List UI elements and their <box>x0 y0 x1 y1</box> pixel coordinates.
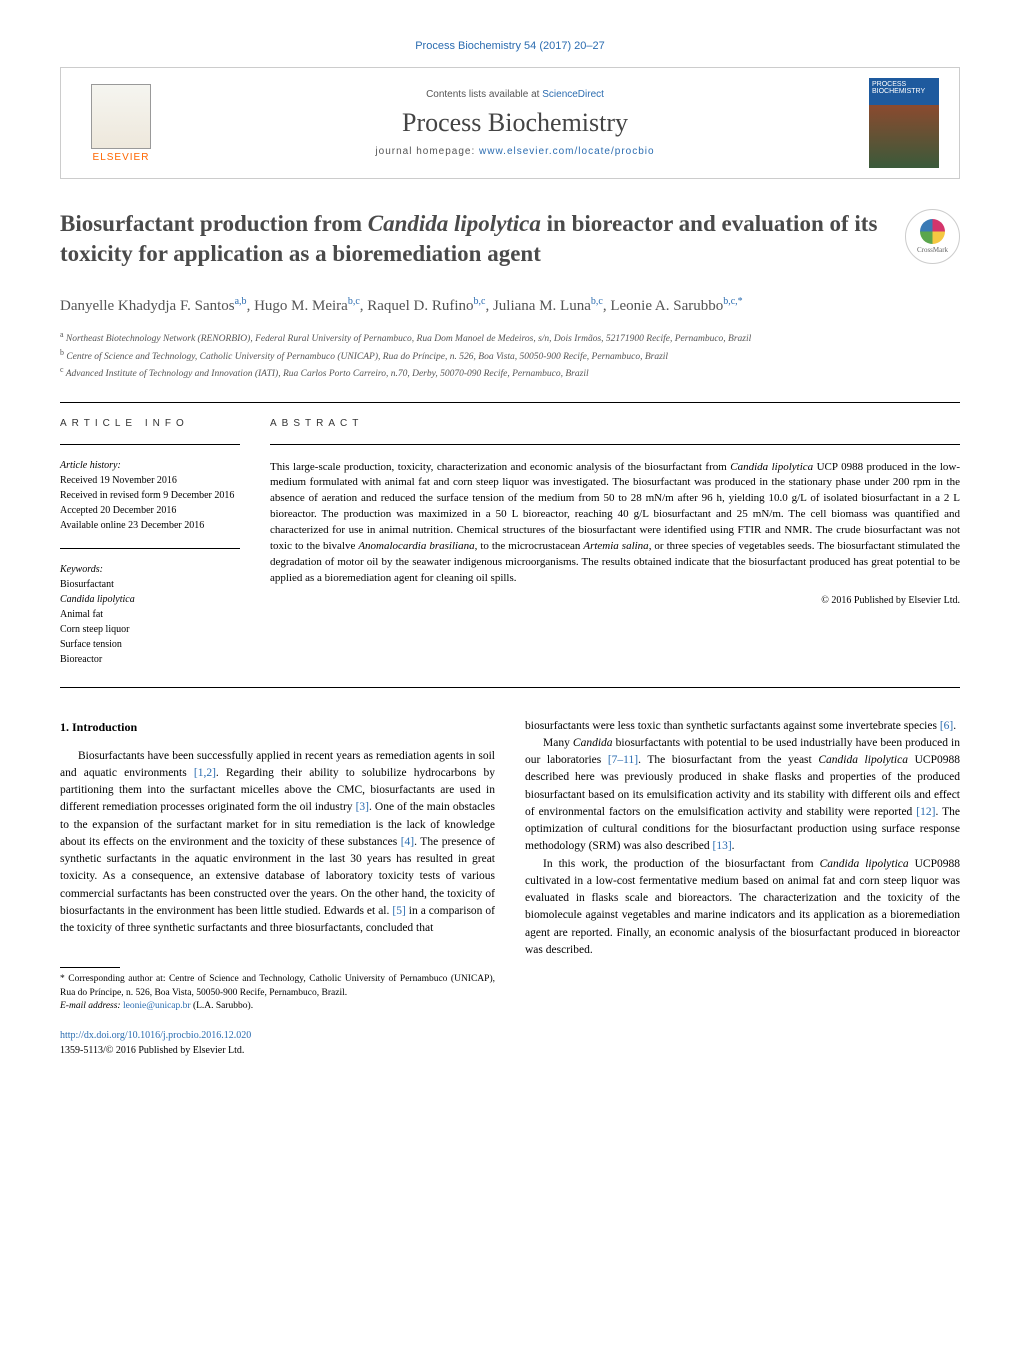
keywords-label: Keywords: <box>60 564 240 575</box>
author-4: , Juliana M. Luna <box>485 298 590 314</box>
affiliation-a: Northeast Biotechnology Network (RENORBI… <box>66 334 751 344</box>
ref-link-1-2[interactable]: [1,2] <box>194 767 216 779</box>
col2-p2: Many Candida biosurfactants with potenti… <box>525 735 960 856</box>
history-accepted: Accepted 20 December 2016 <box>60 503 240 518</box>
ref-link-3[interactable]: [3] <box>356 801 369 813</box>
contents-text: Contents lists available at <box>426 89 542 100</box>
column-1: 1. Introduction Biosurfactants have been… <box>60 718 495 1059</box>
author-1-aff: a,b <box>235 296 247 307</box>
col2-p3: In this work, the production of the bios… <box>525 856 960 960</box>
abstract-label: ABSTRACT <box>270 418 960 429</box>
ref-link-7-11[interactable]: [7–11] <box>608 754 638 766</box>
history-online: Available online 23 December 2016 <box>60 518 240 533</box>
col2-p1: biosurfactants were less toxic than synt… <box>525 718 960 735</box>
title-pre: Biosurfactant production from <box>60 211 368 236</box>
elsevier-text: ELSEVIER <box>93 152 150 163</box>
intro-p1: Biosurfactants have been successfully ap… <box>60 748 495 938</box>
ref-link-4[interactable]: [4] <box>401 836 414 848</box>
email-label: E-mail address: <box>60 1001 123 1011</box>
author-2-aff: b,c <box>348 296 360 307</box>
author-5: , Leonie A. Sarubbo <box>603 298 723 314</box>
issn-copyright: 1359-5113/© 2016 Published by Elsevier L… <box>60 1045 244 1056</box>
abstract: ABSTRACT This large-scale production, to… <box>270 418 960 667</box>
journal-title: Process Biochemistry <box>161 108 869 138</box>
info-divider <box>60 444 240 445</box>
ref-link-5[interactable]: [5] <box>392 905 405 917</box>
article-info-label: ARTICLE INFO <box>60 418 240 429</box>
history-revised: Received in revised form 9 December 2016 <box>60 488 240 503</box>
email-link[interactable]: leonie@unicap.br <box>123 1001 191 1011</box>
keyword-4: Surface tension <box>60 637 240 652</box>
sciencedirect-link[interactable]: ScienceDirect <box>542 89 604 100</box>
article-title: Biosurfactant production from Candida li… <box>60 209 885 269</box>
heading-introduction: 1. Introduction <box>60 718 495 736</box>
author-4-aff: b,c <box>591 296 603 307</box>
history-label: Article history: <box>60 460 240 471</box>
keywords-divider <box>60 548 240 549</box>
elsevier-logo: ELSEVIER <box>81 84 161 163</box>
corresponding-author: * Corresponding author at: Centre of Sci… <box>60 973 495 1000</box>
affiliation-c: Advanced Institute of Technology and Inn… <box>66 369 589 379</box>
history-received: Received 19 November 2016 <box>60 473 240 488</box>
article-info: ARTICLE INFO Article history: Received 1… <box>60 418 240 667</box>
keyword-2: Animal fat <box>60 607 240 622</box>
email-suffix: (L.A. Sarubbo). <box>191 1001 254 1011</box>
journal-reference: Process Biochemistry 54 (2017) 20–27 <box>60 40 960 52</box>
journal-header: ELSEVIER Contents lists available at Sci… <box>60 67 960 179</box>
author-3: , Raquel D. Rufino <box>360 298 474 314</box>
doi-section: http://dx.doi.org/10.1016/j.procbio.2016… <box>60 1028 495 1058</box>
author-5-aff: b,c,* <box>723 296 742 307</box>
author-list: Danyelle Khadydja F. Santosa,b, Hugo M. … <box>60 294 960 318</box>
author-1: Danyelle Khadydja F. Santos <box>60 298 235 314</box>
email-footnote: E-mail address: leonie@unicap.br (L.A. S… <box>60 1000 495 1013</box>
crossmark-icon <box>920 219 945 244</box>
abstract-copyright: © 2016 Published by Elsevier Ltd. <box>270 595 960 606</box>
author-3-aff: b,c <box>474 296 486 307</box>
author-2: , Hugo M. Meira <box>247 298 348 314</box>
footnote-divider <box>60 967 120 968</box>
keyword-5: Bioreactor <box>60 652 240 667</box>
crossmark-label: CrossMark <box>917 246 948 254</box>
ref-link-6[interactable]: [6] <box>940 720 953 732</box>
column-2: biosurfactants were less toxic than synt… <box>525 718 960 1059</box>
title-species: Candida lipolytica <box>368 211 541 236</box>
homepage-label: journal homepage: <box>375 146 479 157</box>
contents-available: Contents lists available at ScienceDirec… <box>161 89 869 100</box>
keyword-1: Candida lipolytica <box>60 592 240 607</box>
abstract-text: This large-scale production, toxicity, c… <box>270 460 960 588</box>
divider <box>60 402 960 403</box>
abstract-divider <box>270 444 960 445</box>
journal-cover: PROCESS BIOCHEMISTRY <box>869 78 939 168</box>
homepage-link[interactable]: www.elsevier.com/locate/procbio <box>479 146 655 157</box>
body-divider <box>60 687 960 688</box>
affiliation-b: Centre of Science and Technology, Cathol… <box>66 352 668 362</box>
keyword-0: Biosurfactant <box>60 577 240 592</box>
ref-link-13[interactable]: [13] <box>713 840 732 852</box>
doi-link[interactable]: http://dx.doi.org/10.1016/j.procbio.2016… <box>60 1030 251 1041</box>
affiliations: a Northeast Biotechnology Network (RENOR… <box>60 329 960 381</box>
crossmark-badge[interactable]: CrossMark <box>905 209 960 264</box>
journal-homepage: journal homepage: www.elsevier.com/locat… <box>161 146 869 157</box>
body-columns: 1. Introduction Biosurfactants have been… <box>60 718 960 1059</box>
keyword-3: Corn steep liquor <box>60 622 240 637</box>
ref-link-12[interactable]: [12] <box>916 806 935 818</box>
elsevier-tree-icon <box>91 84 151 149</box>
